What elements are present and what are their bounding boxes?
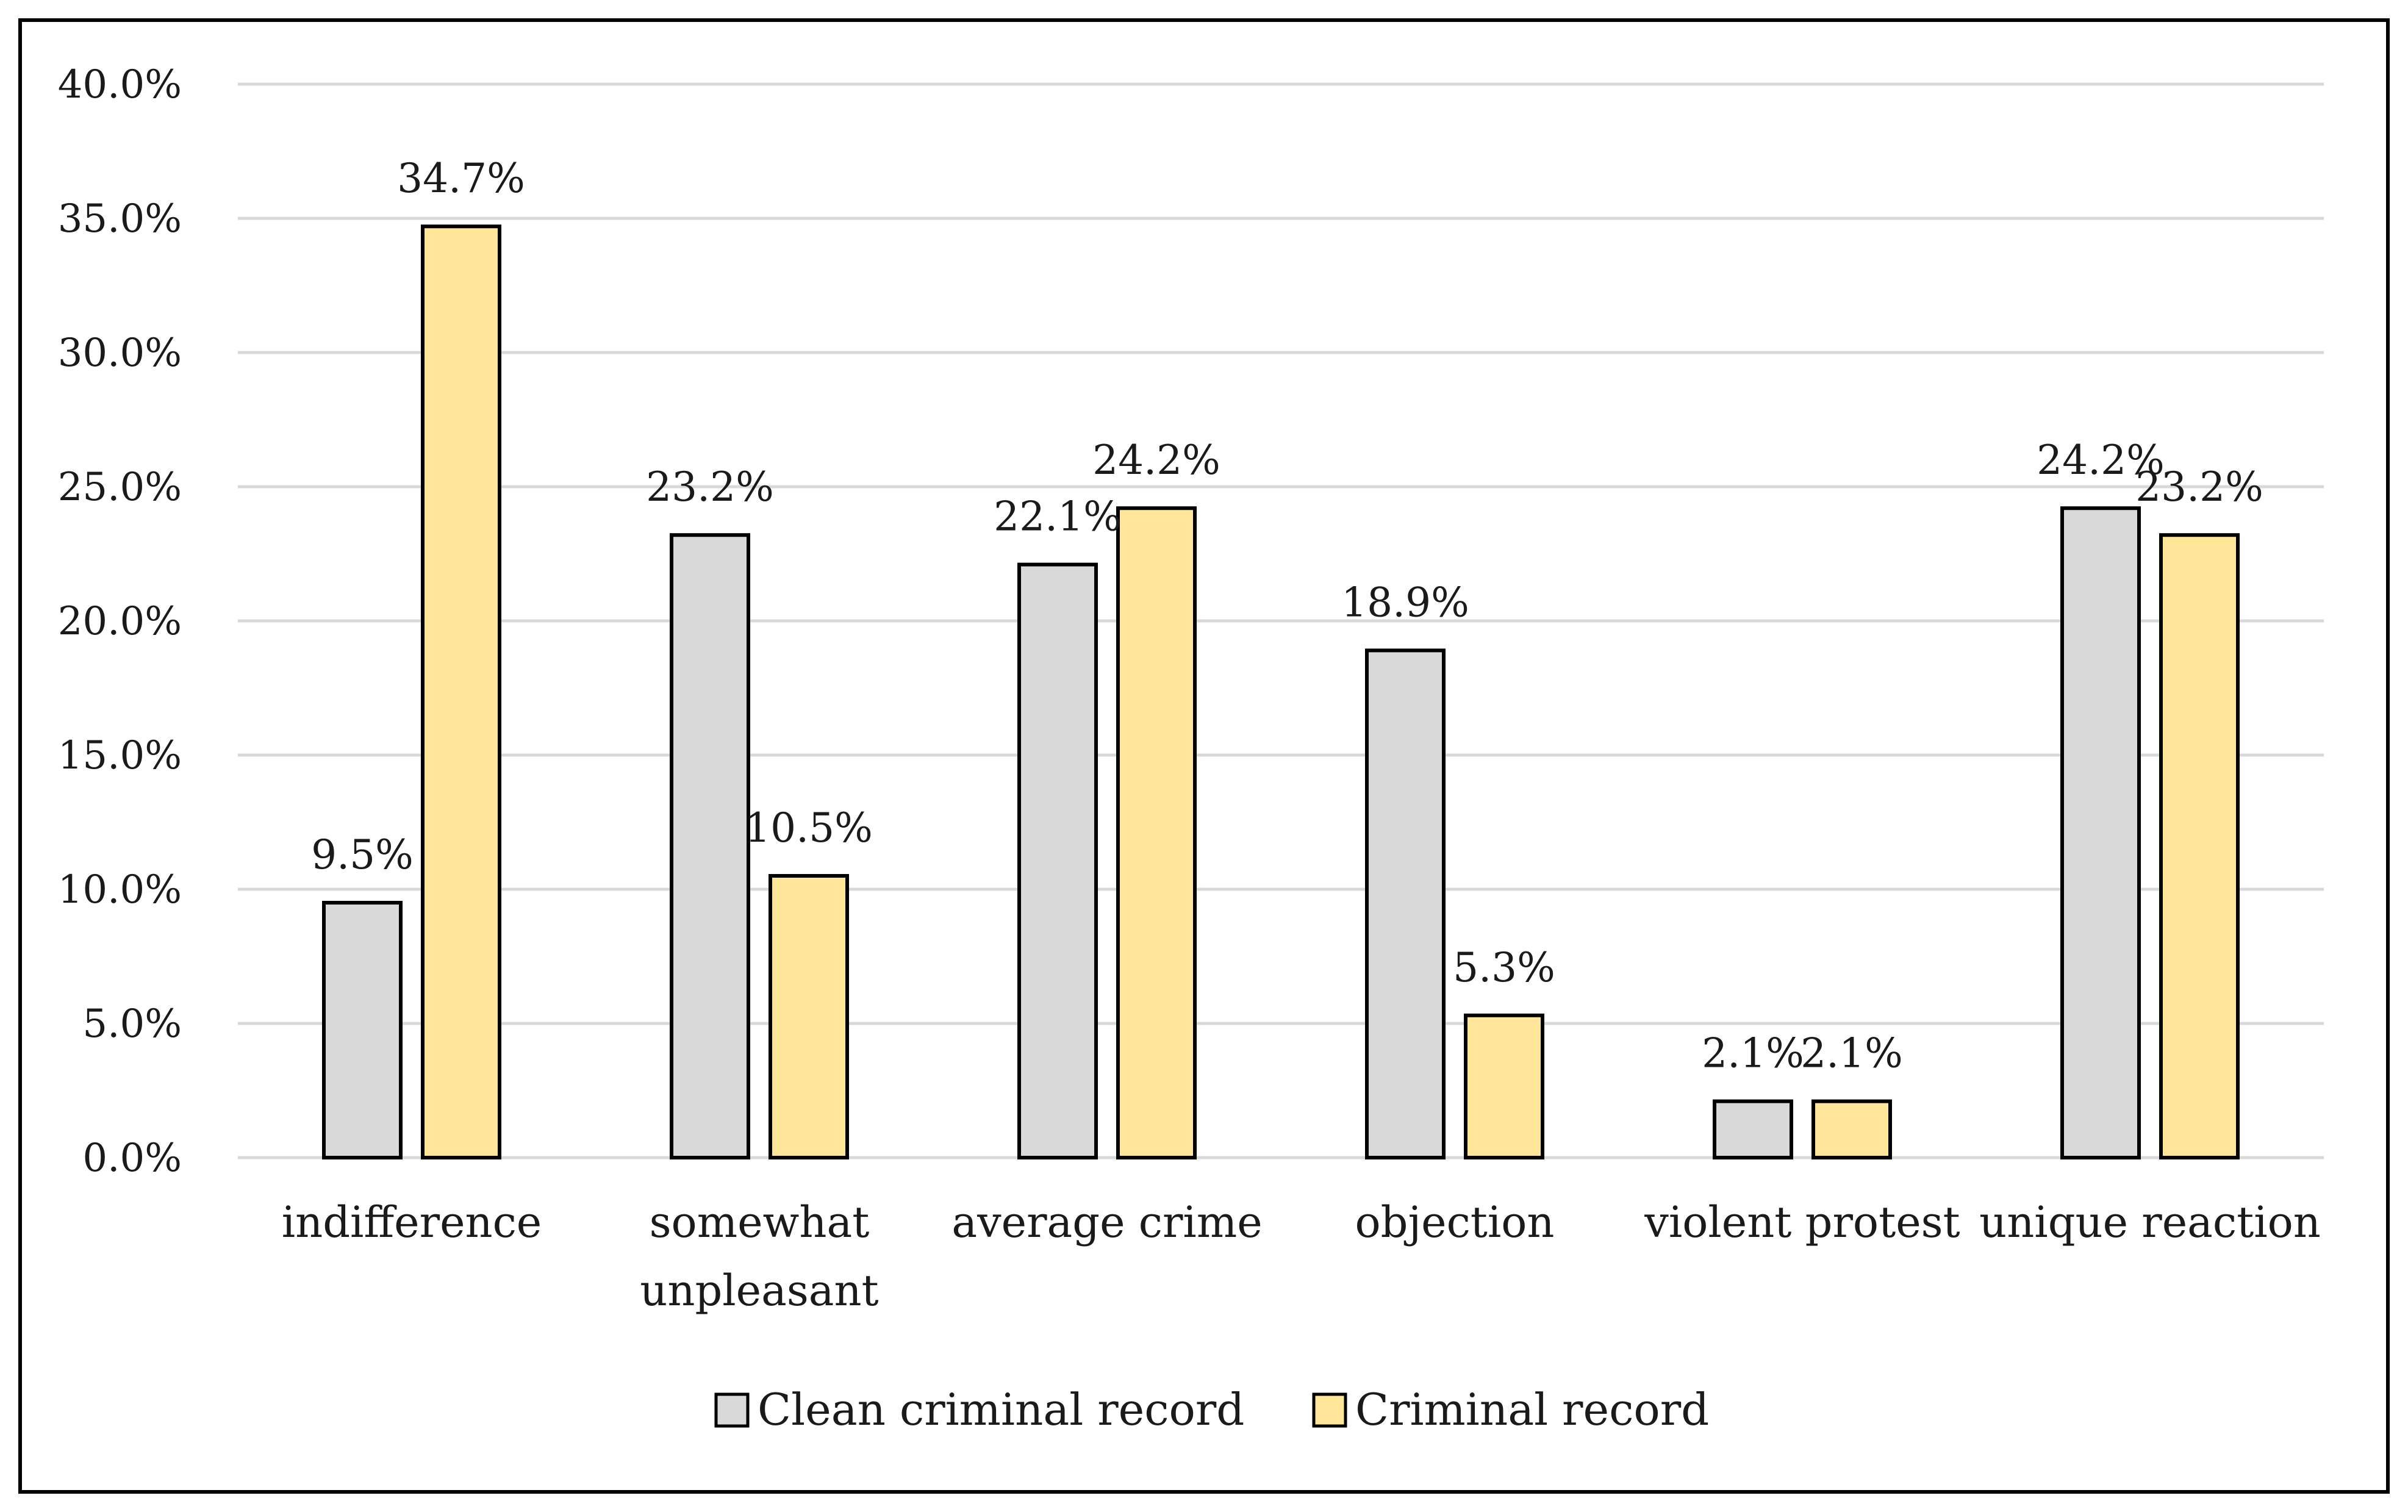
- legend-label: Clean criminal record: [758, 1384, 1244, 1435]
- x-category-label: indifference: [282, 1197, 542, 1247]
- data-label: 2.1%: [1702, 1030, 1804, 1077]
- bar-clean: [1713, 1099, 1793, 1159]
- y-tick-label: 25.0%: [58, 465, 182, 510]
- y-tick-label: 5.0%: [82, 1001, 182, 1047]
- y-tick-label: 35.0%: [58, 196, 182, 242]
- gridlines: [238, 82, 2324, 1159]
- legend-swatch-criminal: [1312, 1392, 1347, 1428]
- data-label: 23.2%: [646, 464, 774, 511]
- bar-criminal: [2159, 533, 2240, 1159]
- y-tick-label: 10.0%: [58, 867, 182, 912]
- bars: [322, 224, 2240, 1160]
- bar-criminal: [1116, 506, 1197, 1160]
- data-labels: 9.5% 34.7% 23.2% 10.5% 22.1% 24.2% 18.9% 5.3% 2.…: [311, 155, 2263, 1077]
- x-category-label: objection: [1355, 1197, 1554, 1247]
- x-category-label: somewhat: [650, 1197, 870, 1247]
- chart-frame: 0.0% 5.0% 10.0% 15.0% 20.0% 25.0% 30.0% 35.0% 40…: [18, 18, 2390, 1494]
- bar-clean: [2060, 506, 2141, 1160]
- data-label: 2.1%: [1801, 1030, 1903, 1077]
- bar-criminal: [1811, 1099, 1892, 1159]
- y-tick-label: 0.0%: [82, 1136, 182, 1181]
- y-tick-label: 20.0%: [58, 599, 182, 644]
- bar-clean: [670, 533, 750, 1159]
- bar-criminal: [421, 224, 501, 1160]
- data-label: 10.5%: [745, 804, 873, 851]
- bar-criminal: [769, 874, 849, 1159]
- legend-label: Criminal record: [1355, 1384, 1709, 1435]
- bar-clean: [322, 901, 403, 1159]
- data-label: 9.5%: [311, 831, 414, 878]
- y-tick-label: 15.0%: [58, 733, 182, 778]
- data-label: 5.3%: [1453, 944, 1555, 991]
- x-category-label: unpleasant: [640, 1266, 878, 1316]
- y-tick-label: 40.0%: [58, 62, 182, 107]
- x-category-label: violent protest: [1644, 1197, 1960, 1247]
- y-axis-ticks: 0.0% 5.0% 10.0% 15.0% 20.0% 25.0% 30.0% 35.0% 40…: [58, 62, 182, 1181]
- x-category-label: average crime: [951, 1197, 1262, 1247]
- data-label: 24.2%: [2037, 437, 2165, 484]
- x-category-label: unique reaction: [1979, 1197, 2321, 1247]
- data-label: 24.2%: [1092, 437, 1220, 484]
- bar-clean: [1017, 562, 1098, 1159]
- data-label: 23.2%: [2135, 464, 2263, 511]
- bar-criminal: [1464, 1013, 1544, 1160]
- data-label: 34.7%: [397, 155, 525, 202]
- bar-clean: [1365, 648, 1446, 1159]
- legend-swatch-clean: [714, 1392, 750, 1428]
- data-label: 18.9%: [1341, 579, 1469, 626]
- y-tick-label: 30.0%: [58, 331, 182, 376]
- bar-chart: 0.0% 5.0% 10.0% 15.0% 20.0% 25.0% 30.0% 35.0% 40…: [58, 62, 2324, 1435]
- x-axis-categories: indifference somewhat unpleasant average cr…: [282, 1197, 2321, 1316]
- data-label: 22.1%: [994, 493, 1122, 540]
- legend: Clean criminal record Criminal record: [714, 1384, 1709, 1435]
